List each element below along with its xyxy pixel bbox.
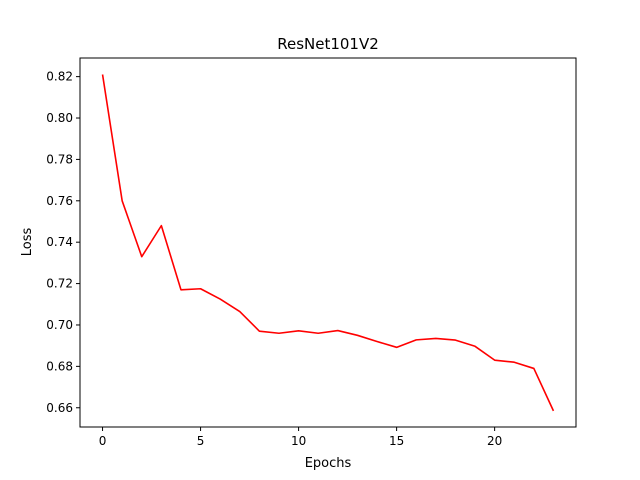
x-axis: 0 5 10 15 20 [99,427,502,448]
y-tick-label: 0.66 [46,401,73,415]
y-tick-label: 0.80 [46,111,73,125]
x-tick-label: 10 [291,434,306,448]
y-tick-label: 0.74 [46,235,73,249]
x-tick-label: 20 [487,434,502,448]
x-tick-label: 15 [389,434,404,448]
y-tick-label: 0.72 [46,277,73,291]
loss-series-line [101,74,555,412]
y-axis-label: Loss [20,228,35,257]
y-tick-label: 0.70 [46,318,73,332]
x-axis-label: Epochs [305,456,352,471]
y-axis: 0.66 0.68 0.70 0.72 0.74 0.76 0.78 0.80 0.82 [46,70,80,415]
plot-area [101,74,555,412]
chart-title: ResNet101V2 [277,35,379,53]
y-tick-label: 0.76 [46,194,73,208]
x-tick-label: 0 [99,434,107,448]
y-tick-label: 0.78 [46,152,73,166]
y-tick-label: 0.82 [46,70,73,84]
y-tick-label: 0.68 [46,359,73,373]
x-tick-label: 5 [197,434,205,448]
axes-frame [79,57,577,428]
